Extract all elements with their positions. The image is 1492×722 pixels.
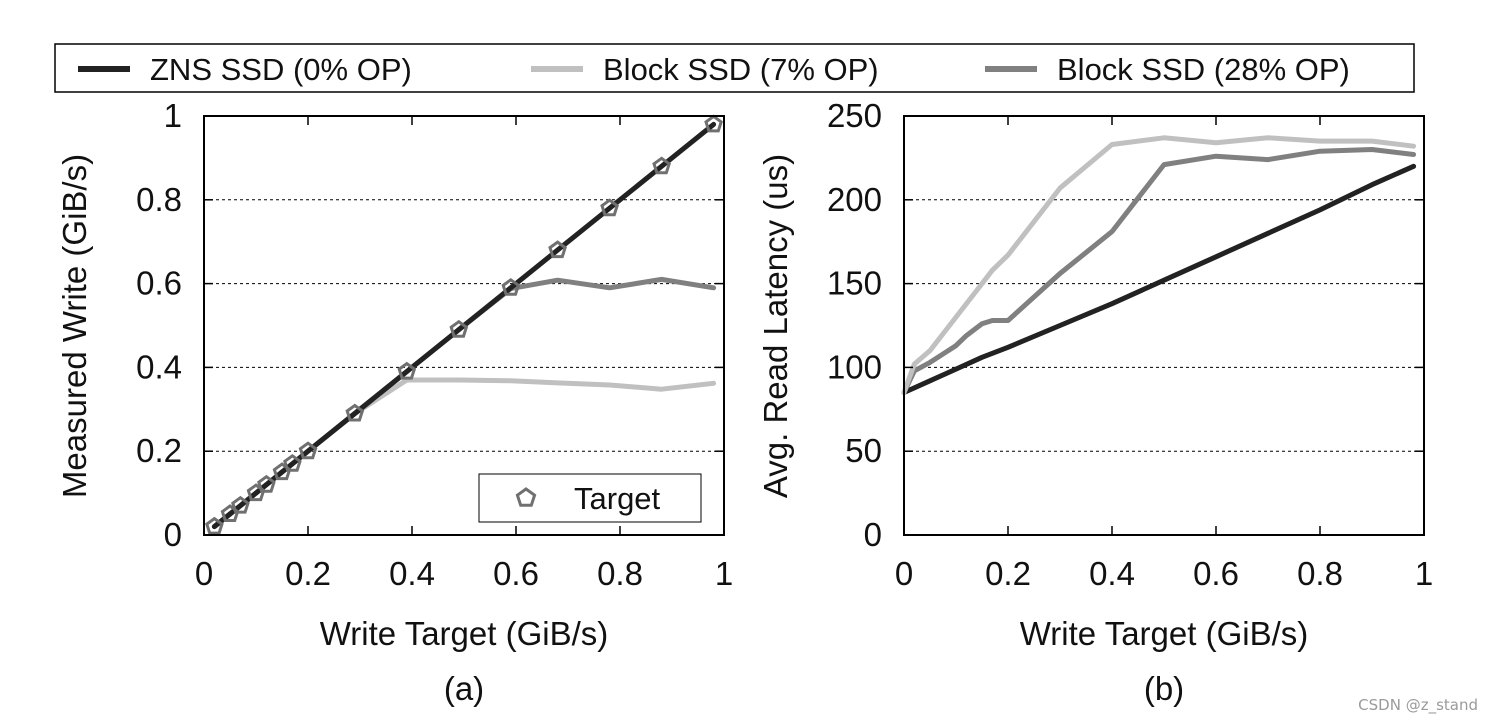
target-marker xyxy=(652,156,671,175)
x-tick-label: 1 xyxy=(715,555,733,592)
y-axis-label-b: Avg. Read Latency (us) xyxy=(757,154,794,498)
y-tick-label: 0 xyxy=(164,516,182,553)
target-marker xyxy=(205,516,224,535)
series-line-block28 xyxy=(901,147,1417,395)
caption-b: (b) xyxy=(1144,670,1184,707)
y-tick-label: 0 xyxy=(864,516,882,553)
target-marker xyxy=(449,319,469,338)
y-tick-label: 0.2 xyxy=(136,432,182,469)
y-tick-label: 1 xyxy=(164,97,182,134)
target-marker xyxy=(298,441,318,460)
x-tick-label: 0.2 xyxy=(985,555,1031,592)
y-tick-label: 50 xyxy=(845,432,882,469)
y-tick-label: 150 xyxy=(827,265,882,302)
y-tick-label: 0.4 xyxy=(136,348,182,385)
x-tick-label: 0.4 xyxy=(389,555,435,592)
series-line-zns xyxy=(211,121,717,530)
y-tick-label: 0.6 xyxy=(136,265,182,302)
inner-legend-box xyxy=(478,473,702,523)
inner-legend-a: Target xyxy=(478,473,702,523)
inner-legend-label: Target xyxy=(574,481,661,516)
x-tick-label: 1 xyxy=(1415,555,1433,592)
legend-label-zns: ZNS SSD (0% OP) xyxy=(150,52,412,87)
watermark: CSDN @z_stand xyxy=(1358,696,1478,715)
x-tick-label: 0.2 xyxy=(285,555,331,592)
legend-label-block7: Block SSD (7% OP) xyxy=(603,52,879,87)
top-legend: ZNS SSD (0% OP) Block SSD (7% OP) Block … xyxy=(54,43,1415,93)
x-axis-label-a: Write Target (GiB/s) xyxy=(320,615,609,652)
x-tick-label: 0.6 xyxy=(1193,555,1239,592)
y-tick-label: 0.8 xyxy=(136,181,182,218)
target-marker xyxy=(600,198,619,217)
legend-box xyxy=(54,43,1415,93)
series-line-block7 xyxy=(901,135,1417,395)
y-tick-label: 200 xyxy=(827,181,882,218)
y-tick-label: 100 xyxy=(827,348,882,385)
legend-label-block28: Block SSD (28% OP) xyxy=(1057,52,1350,87)
plot-frame-b xyxy=(903,115,1425,536)
series-line-zns xyxy=(901,163,1417,395)
target-marker xyxy=(397,361,417,380)
x-tick-label: 0 xyxy=(195,555,213,592)
x-tick-label: 0.8 xyxy=(597,555,643,592)
target-marker xyxy=(345,403,365,422)
x-axis-label-b: Write Target (GiB/s) xyxy=(1020,615,1309,652)
target-marker xyxy=(283,453,302,472)
target-marker xyxy=(501,277,521,296)
series-group-a xyxy=(211,121,717,530)
chart-panel-a: 0 0.2 0.4 0.6 0.8 1 0 0.2 0.4 0.6 0.8 1 Target Writ… xyxy=(56,97,733,707)
target-marker xyxy=(704,114,723,133)
series-group-b xyxy=(901,135,1417,395)
plot-frame-a xyxy=(203,115,725,536)
ticks-b: 0 50 100 150 200 250 0 0.2 0.4 0.6 0.8 1 xyxy=(827,97,1433,592)
x-tick-label: 0.8 xyxy=(1297,555,1343,592)
y-tick-label: 250 xyxy=(827,97,882,134)
ticks-a: 0 0.2 0.4 0.6 0.8 1 0 0.2 0.4 0.6 0.8 1 xyxy=(136,97,733,592)
x-tick-label: 0 xyxy=(895,555,913,592)
target-marker xyxy=(257,474,276,493)
target-legend-marker xyxy=(515,487,537,507)
x-tick-label: 0.6 xyxy=(493,555,539,592)
target-marker xyxy=(231,495,250,514)
target-markers-a xyxy=(205,114,723,535)
chart-panel-b: 0 50 100 150 200 250 0 0.2 0.4 0.6 0.8 1 Write Targ… xyxy=(757,97,1433,707)
caption-a: (a) xyxy=(444,670,484,707)
y-axis-label-a: Measured Write (GiB/s) xyxy=(56,154,93,498)
x-tick-label: 0.4 xyxy=(1089,555,1135,592)
target-marker xyxy=(548,240,567,259)
